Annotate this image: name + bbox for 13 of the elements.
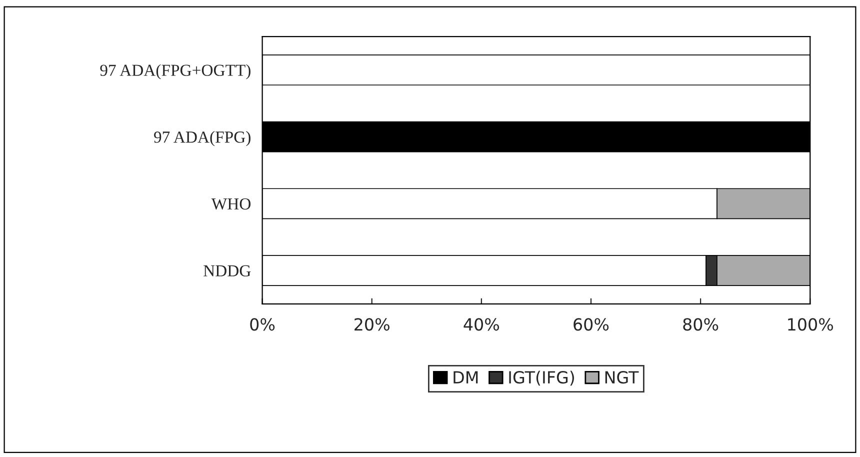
x-tick-label: 80%	[683, 318, 718, 331]
legend-label: IGT(IFG)	[509, 370, 574, 386]
x-tick-label: 20%	[354, 318, 390, 331]
legend-label: NGT	[605, 371, 639, 384]
x-tick-label: 100%	[788, 318, 834, 331]
y-tick-label: 97 ADA(FPG)	[154, 131, 250, 146]
y-tick-label: 97 ADA(FPG+OGTT)	[100, 64, 250, 80]
x-tick-label: 40%	[464, 318, 500, 331]
x-tick-label: 60%	[574, 318, 609, 331]
legend-label: DM	[454, 371, 478, 384]
y-tick-label: NDDG	[204, 265, 251, 276]
y-tick-label: WHO	[211, 198, 251, 210]
x-tick-label: 0%	[250, 318, 275, 331]
